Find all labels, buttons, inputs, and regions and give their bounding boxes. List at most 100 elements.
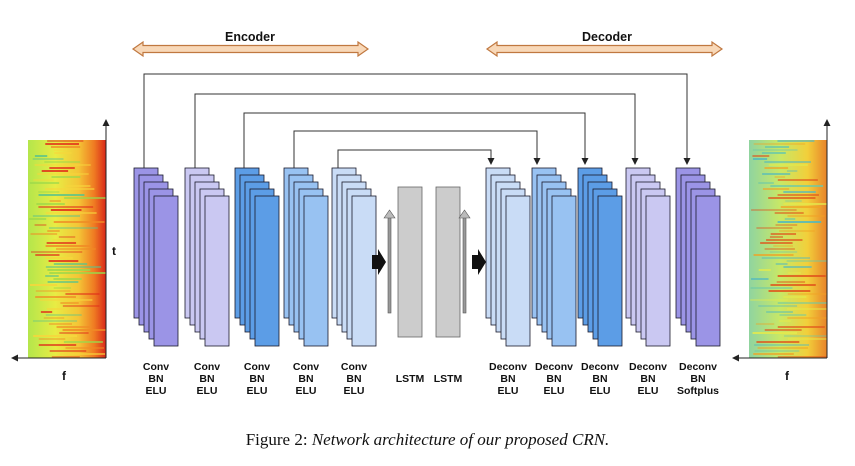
spectrogram-band — [53, 263, 88, 265]
spectrogram-band — [764, 248, 795, 250]
spectrogram-band — [750, 299, 789, 301]
encoder-label: Encoder — [225, 30, 275, 44]
spectrogram-band — [53, 278, 82, 280]
spectrogram-band — [47, 230, 60, 232]
axis-f-label-left: f — [62, 369, 67, 383]
spectrogram-band — [768, 290, 811, 292]
spectrogram-band — [52, 239, 67, 241]
layer-label-10-line-1: Deconv — [679, 361, 717, 373]
spectrogram-band — [33, 179, 54, 181]
spectrogram-band — [51, 176, 81, 178]
spectrogram-band — [33, 335, 78, 337]
spectrogram-band — [752, 149, 798, 151]
spectrogram-band — [31, 251, 83, 253]
spectrogram-band — [28, 218, 47, 220]
spectrogram-band — [56, 326, 90, 328]
spectrogram-band — [34, 155, 48, 157]
spectrogram-band — [770, 233, 797, 235]
spectrogram-band — [752, 155, 770, 157]
decoder-label: Decoder — [582, 30, 632, 44]
spectrogram-band — [39, 299, 93, 301]
layer-label-9-line-1: Deconv — [629, 361, 667, 373]
spectrogram-band — [49, 167, 75, 169]
layer-label-2-line-1: Conv — [194, 361, 220, 373]
spectrogram-band — [53, 221, 105, 223]
layer-label-8-line-1: Deconv — [581, 361, 619, 373]
feature-map — [551, 195, 577, 347]
spectrogram-band — [29, 182, 60, 184]
spectrogram-band — [769, 251, 798, 253]
spectrogram-band — [45, 314, 82, 316]
figure-caption: Figure 2: Network architecture of our pr… — [0, 430, 855, 450]
layer-label-10-line-2: BN — [690, 373, 705, 385]
layer-block-2 — [184, 167, 230, 347]
spectrogram-band — [787, 317, 827, 319]
layer-block-7 — [531, 167, 577, 347]
spectrogram-band — [47, 140, 84, 142]
layer-label-7-line-2: BN — [546, 373, 561, 385]
spectrogram-band — [754, 344, 810, 346]
spectrogram-band — [65, 347, 105, 349]
spectrogram-band — [60, 302, 79, 304]
encoder-span-arrow — [131, 40, 370, 58]
spectrogram-band — [30, 233, 58, 235]
spectrogram-band — [787, 272, 801, 274]
spectrogram-band — [761, 152, 786, 154]
spectrogram-band — [787, 215, 825, 217]
layer-block-3 — [234, 167, 280, 347]
spectrogram-band — [777, 179, 818, 181]
spectrogram-band — [49, 350, 87, 352]
spectrogram-band — [777, 356, 827, 358]
layer-label-1-line-2: BN — [148, 373, 163, 385]
crn-architecture-diagram: Encoder Decoder t f f ConvBNELUConvBNELU… — [11, 30, 831, 397]
spectrogram-band — [65, 185, 91, 187]
caption-text: Network architecture of our proposed CRN… — [311, 430, 610, 449]
spectrogram-band — [752, 332, 798, 334]
spectrogram-band — [751, 209, 797, 211]
layer-label-4-line-3: ELU — [296, 385, 317, 397]
feature-map — [153, 195, 179, 347]
layer-label-6-line-3: ELU — [498, 385, 519, 397]
spectrogram-band — [752, 158, 768, 160]
spectrogram-band — [751, 278, 769, 280]
spectrogram-band — [30, 284, 58, 286]
layer-block-9 — [625, 167, 671, 347]
spectrogram-band — [49, 200, 61, 202]
spectrogram-band — [50, 209, 82, 211]
spectrogram-band — [769, 236, 783, 238]
spectrogram-band — [43, 317, 65, 319]
spectrogram-band — [34, 224, 47, 226]
spectrogram-band — [45, 257, 73, 259]
spectrogram-band — [48, 260, 79, 262]
spectrogram-band — [35, 290, 71, 292]
layer-label-2-line-3: ELU — [197, 385, 218, 397]
spectrogram-band — [34, 164, 91, 166]
spectrogram-band — [41, 170, 69, 172]
layer-label-8-line-3: ELU — [590, 385, 611, 397]
spectrogram-band — [775, 263, 788, 265]
layer-label-5-line-3: ELU — [344, 385, 365, 397]
layer-label-2-line-2: BN — [199, 373, 214, 385]
spectrogram-band — [38, 344, 77, 346]
skip-connections — [143, 73, 691, 169]
lstm-label-2: LSTM — [434, 373, 463, 385]
layer-block-8 — [577, 167, 623, 347]
layer-label-3-line-3: ELU — [247, 385, 268, 397]
spectrogram-band — [750, 287, 793, 289]
output-spectrogram — [749, 140, 827, 358]
layer-block-4 — [283, 167, 329, 347]
layer-label-6-line-1: Deconv — [489, 361, 527, 373]
spectrogram-band — [60, 353, 105, 355]
spectrogram-band — [48, 323, 72, 325]
bottleneck-arrow-out — [458, 209, 486, 314]
spectrogram-band — [47, 281, 79, 283]
spectrogram-band — [753, 143, 806, 145]
spectrogram-band — [753, 254, 794, 256]
spectrogram-band — [758, 269, 771, 271]
layer-block-1 — [133, 167, 179, 347]
spectrogram-band — [774, 176, 786, 178]
skip-connection-1 — [143, 73, 691, 169]
layer-label-3-line-2: BN — [249, 373, 264, 385]
spectrogram-band — [774, 212, 804, 214]
spectrogram-band — [37, 173, 89, 175]
